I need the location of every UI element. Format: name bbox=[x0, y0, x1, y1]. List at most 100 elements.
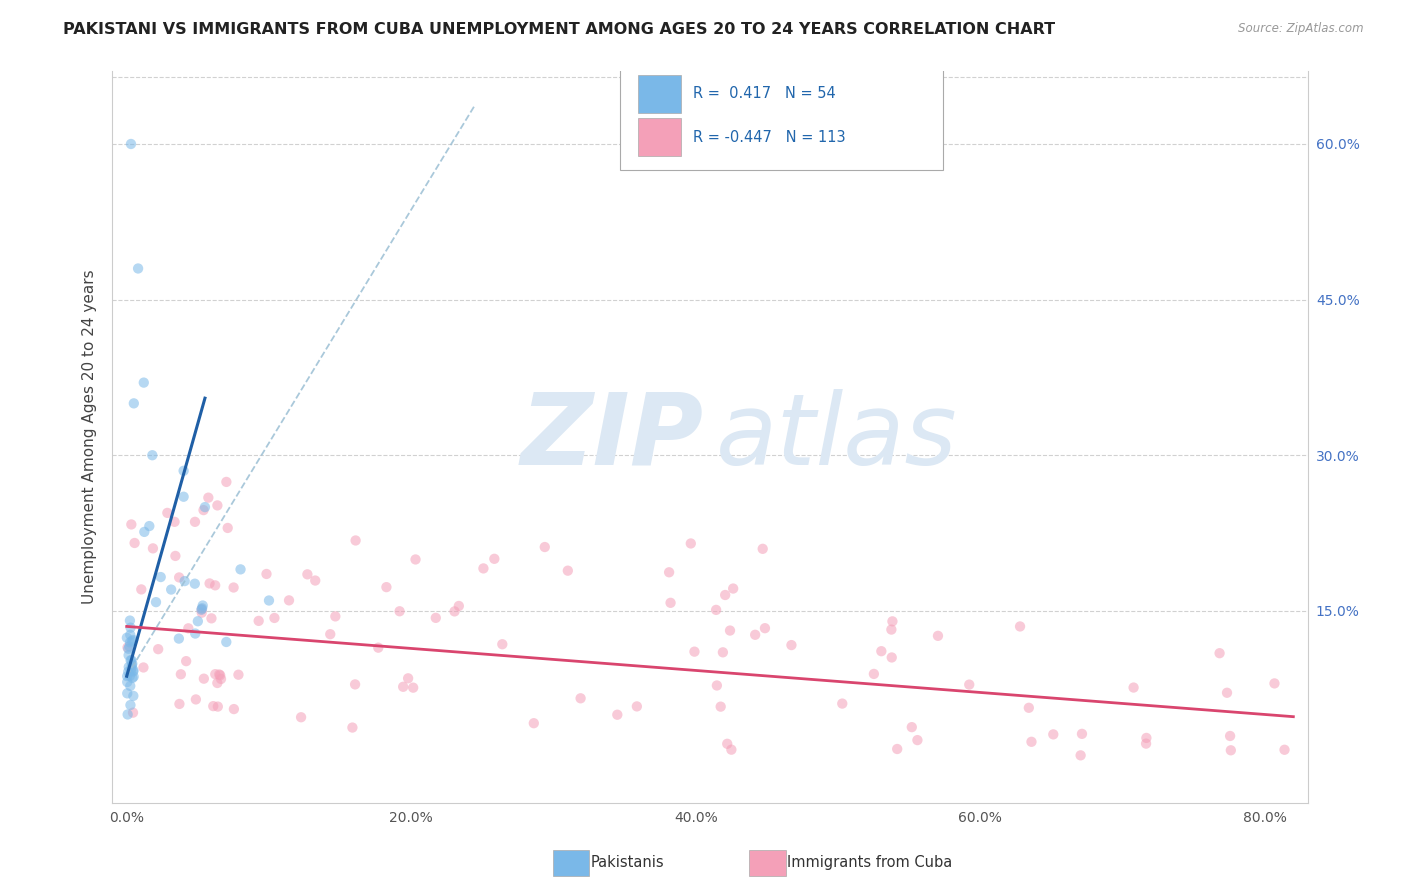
Text: R =  0.417   N = 54: R = 0.417 N = 54 bbox=[693, 87, 837, 102]
Point bbox=[257, 593, 280, 607]
Point bbox=[1042, 727, 1064, 741]
Point bbox=[121, 658, 143, 673]
Text: Source: ZipAtlas.com: Source: ZipAtlas.com bbox=[1239, 22, 1364, 36]
Point bbox=[127, 261, 149, 276]
Point bbox=[117, 707, 139, 722]
Point bbox=[716, 737, 738, 751]
Point bbox=[1219, 729, 1241, 743]
FancyBboxPatch shape bbox=[638, 75, 682, 112]
Point bbox=[138, 519, 160, 533]
Point bbox=[1216, 686, 1239, 700]
Text: PAKISTANI VS IMMIGRANTS FROM CUBA UNEMPLOYMENT AMONG AGES 20 TO 24 YEARS CORRELA: PAKISTANI VS IMMIGRANTS FROM CUBA UNEMPL… bbox=[63, 22, 1056, 37]
Text: Immigrants from Cuba: Immigrants from Cuba bbox=[787, 855, 953, 870]
Text: Pakistanis: Pakistanis bbox=[591, 855, 664, 870]
Point bbox=[122, 665, 145, 679]
Point bbox=[197, 491, 219, 505]
Point bbox=[120, 653, 142, 667]
Point bbox=[142, 541, 165, 556]
FancyBboxPatch shape bbox=[620, 68, 943, 170]
Point bbox=[1122, 681, 1144, 695]
Point bbox=[927, 629, 949, 643]
Point bbox=[184, 692, 207, 706]
Point bbox=[121, 660, 143, 674]
Point bbox=[718, 624, 741, 638]
Point bbox=[120, 136, 142, 151]
Point bbox=[115, 669, 138, 683]
Point bbox=[120, 664, 142, 678]
Point bbox=[117, 640, 139, 655]
Point bbox=[557, 564, 579, 578]
Point bbox=[325, 609, 347, 624]
Point bbox=[173, 490, 195, 504]
Point bbox=[117, 665, 139, 679]
Point bbox=[1008, 619, 1031, 633]
Point bbox=[297, 567, 319, 582]
Point bbox=[122, 632, 145, 647]
Text: atlas: atlas bbox=[716, 389, 957, 485]
Point bbox=[710, 699, 733, 714]
Point bbox=[148, 642, 170, 657]
Point bbox=[831, 697, 853, 711]
Point bbox=[121, 653, 143, 667]
Point bbox=[165, 549, 187, 563]
Point bbox=[278, 593, 301, 607]
Point bbox=[209, 672, 232, 686]
Point bbox=[184, 515, 207, 529]
Point bbox=[679, 536, 702, 550]
Point bbox=[207, 699, 229, 714]
Point bbox=[122, 664, 145, 678]
Point bbox=[304, 574, 326, 588]
Point bbox=[120, 679, 142, 693]
Point bbox=[132, 376, 155, 390]
Point bbox=[443, 604, 465, 618]
Point bbox=[683, 645, 706, 659]
Point bbox=[217, 521, 239, 535]
Point bbox=[714, 588, 737, 602]
Point bbox=[901, 720, 924, 734]
Point bbox=[706, 678, 728, 692]
Point bbox=[1018, 700, 1040, 714]
Point bbox=[207, 676, 229, 690]
Point bbox=[124, 536, 146, 550]
Point bbox=[122, 706, 145, 720]
Point bbox=[870, 644, 893, 658]
Point bbox=[533, 540, 555, 554]
Point bbox=[1135, 731, 1157, 745]
Point bbox=[1071, 727, 1094, 741]
Point bbox=[191, 599, 214, 613]
Point bbox=[1021, 735, 1043, 749]
Point bbox=[208, 667, 231, 681]
Point bbox=[880, 650, 903, 665]
Point bbox=[121, 657, 143, 671]
Point bbox=[263, 611, 285, 625]
Point bbox=[156, 506, 179, 520]
Point bbox=[720, 742, 742, 756]
Point bbox=[367, 640, 389, 655]
Point bbox=[880, 623, 903, 637]
Point bbox=[744, 628, 766, 642]
Text: R = -0.447   N = 113: R = -0.447 N = 113 bbox=[693, 130, 846, 145]
Point bbox=[626, 699, 648, 714]
Point bbox=[134, 524, 156, 539]
Point bbox=[229, 562, 252, 576]
Point bbox=[118, 669, 141, 683]
Point bbox=[207, 499, 229, 513]
Point bbox=[145, 595, 167, 609]
Point bbox=[174, 654, 197, 668]
Point bbox=[191, 601, 214, 615]
Point bbox=[117, 648, 139, 663]
Point bbox=[491, 637, 513, 651]
Point bbox=[193, 672, 215, 686]
Point bbox=[388, 604, 411, 618]
Point bbox=[882, 615, 904, 629]
Point bbox=[121, 671, 143, 685]
Point bbox=[204, 667, 226, 681]
Point bbox=[209, 668, 232, 682]
Point bbox=[184, 626, 207, 640]
Point bbox=[167, 632, 190, 646]
Point bbox=[957, 677, 980, 691]
Point bbox=[405, 552, 427, 566]
Point bbox=[247, 614, 270, 628]
Point bbox=[658, 566, 681, 580]
Point bbox=[344, 533, 367, 548]
